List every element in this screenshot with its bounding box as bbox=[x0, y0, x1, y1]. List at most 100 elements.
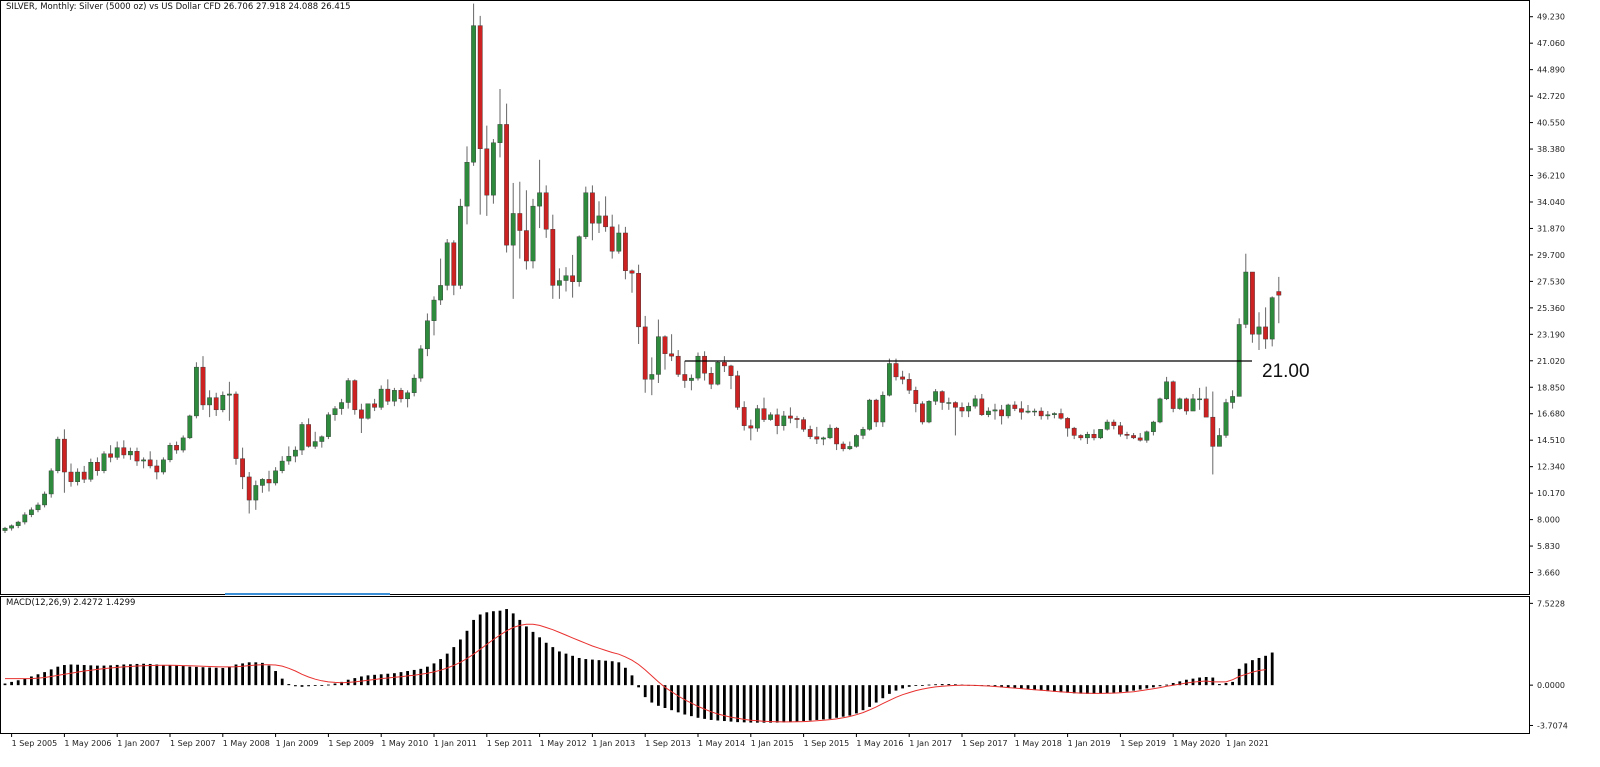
bear-candle[interactable] bbox=[147, 451, 153, 469]
bear-candle[interactable] bbox=[359, 403, 364, 433]
bull-candle[interactable] bbox=[42, 491, 48, 508]
bear-candle[interactable] bbox=[240, 447, 245, 490]
bear-candle[interactable] bbox=[913, 386, 919, 413]
bull-candle[interactable] bbox=[339, 398, 344, 415]
bull-candle[interactable] bbox=[22, 512, 28, 525]
bull-candle[interactable] bbox=[226, 381, 232, 421]
bear-candle[interactable] bbox=[1203, 386, 1209, 418]
bull-candle[interactable] bbox=[15, 520, 21, 529]
bull-candle[interactable] bbox=[821, 436, 826, 446]
bull-candle[interactable] bbox=[933, 389, 939, 405]
bear-candle[interactable] bbox=[477, 15, 483, 215]
bull-candle[interactable] bbox=[286, 446, 292, 465]
bull-candle[interactable] bbox=[781, 411, 787, 431]
bear-candle[interactable] bbox=[708, 367, 714, 390]
bear-candle[interactable] bbox=[1131, 432, 1137, 440]
bull-candle[interactable] bbox=[1005, 403, 1011, 419]
bull-candle[interactable] bbox=[88, 458, 94, 482]
bull-candle[interactable] bbox=[425, 313, 430, 357]
bull-candle[interactable] bbox=[966, 402, 972, 418]
bull-candle[interactable] bbox=[378, 385, 384, 410]
bear-candle[interactable] bbox=[94, 457, 100, 476]
bear-candle[interactable] bbox=[385, 379, 391, 405]
bear-candle[interactable] bbox=[451, 240, 457, 296]
bear-candle[interactable] bbox=[543, 185, 549, 238]
bull-candle[interactable] bbox=[160, 457, 166, 475]
bear-candle[interactable] bbox=[636, 264, 642, 344]
bear-candle[interactable] bbox=[1263, 307, 1269, 349]
bear-candle[interactable] bbox=[900, 370, 906, 385]
bull-candle[interactable] bbox=[29, 507, 34, 518]
bull-candle[interactable] bbox=[537, 159, 543, 229]
bull-candle[interactable] bbox=[127, 447, 133, 460]
bull-candle[interactable] bbox=[438, 258, 443, 305]
bull-candle[interactable] bbox=[220, 391, 226, 413]
bear-candle[interactable] bbox=[68, 463, 74, 487]
bull-candle[interactable] bbox=[557, 268, 562, 299]
bear-candle[interactable] bbox=[1117, 422, 1123, 437]
bull-candle[interactable] bbox=[649, 357, 655, 396]
bull-candle[interactable] bbox=[141, 457, 146, 469]
bear-candle[interactable] bbox=[741, 401, 747, 431]
bear-candle[interactable] bbox=[662, 335, 668, 370]
bull-candle[interactable] bbox=[926, 400, 932, 424]
bull-candle[interactable] bbox=[167, 442, 173, 463]
bull-candle[interactable] bbox=[1051, 412, 1057, 419]
bear-candle[interactable] bbox=[1012, 401, 1018, 412]
bear-candle[interactable] bbox=[233, 391, 239, 465]
bear-candle[interactable] bbox=[174, 441, 179, 454]
bear-candle[interactable] bbox=[953, 401, 958, 436]
bear-candle[interactable] bbox=[1276, 276, 1282, 324]
bear-candle[interactable] bbox=[154, 459, 160, 480]
bear-candle[interactable] bbox=[1019, 401, 1024, 420]
bull-candle[interactable] bbox=[431, 296, 437, 336]
bull-candle[interactable] bbox=[510, 182, 516, 299]
bull-candle[interactable] bbox=[464, 146, 470, 225]
bear-candle[interactable] bbox=[484, 125, 490, 216]
bull-candle[interactable] bbox=[114, 441, 120, 460]
bear-candle[interactable] bbox=[213, 392, 219, 416]
price-panel[interactable]: 49.230 47.060 44.890 42.720 40.550 38.380 36.2… bbox=[0, 0, 1566, 596]
bull-candle[interactable] bbox=[55, 436, 61, 474]
bull-candle[interactable] bbox=[411, 374, 417, 397]
bull-candle[interactable] bbox=[1025, 404, 1031, 414]
bear-candle[interactable] bbox=[1249, 271, 1255, 343]
bull-candle[interactable] bbox=[972, 395, 978, 409]
bull-candle[interactable] bbox=[992, 403, 998, 420]
bear-candle[interactable] bbox=[774, 408, 780, 435]
bull-candle[interactable] bbox=[1177, 397, 1183, 410]
bull-candle[interactable] bbox=[1256, 312, 1262, 351]
bear-candle[interactable] bbox=[1210, 391, 1216, 475]
bear-candle[interactable] bbox=[1038, 407, 1044, 420]
bear-candle[interactable] bbox=[352, 379, 358, 415]
bear-candle[interactable] bbox=[200, 356, 206, 410]
bull-candle[interactable] bbox=[458, 198, 463, 290]
bull-candle[interactable] bbox=[491, 139, 496, 204]
bull-candle[interactable] bbox=[1216, 428, 1222, 447]
bear-candle[interactable] bbox=[794, 415, 800, 429]
bull-candle[interactable] bbox=[418, 345, 424, 382]
bear-candle[interactable] bbox=[590, 185, 595, 241]
bear-candle[interactable] bbox=[722, 356, 727, 373]
bull-candle[interactable] bbox=[1236, 318, 1242, 397]
bull-candle[interactable] bbox=[1150, 420, 1156, 436]
bull-candle[interactable] bbox=[9, 524, 14, 531]
bear-candle[interactable] bbox=[834, 426, 840, 451]
bear-candle[interactable] bbox=[979, 393, 985, 416]
bull-candle[interactable] bbox=[345, 378, 351, 409]
bear-candle[interactable] bbox=[807, 425, 813, 440]
bear-candle[interactable] bbox=[1078, 434, 1084, 441]
bear-candle[interactable] bbox=[1058, 408, 1064, 420]
bull-candle[interactable] bbox=[193, 362, 199, 419]
bull-candle[interactable] bbox=[616, 224, 622, 254]
bull-candle[interactable] bbox=[326, 412, 331, 440]
bear-candle[interactable] bbox=[81, 465, 87, 484]
bear-candle[interactable] bbox=[504, 103, 509, 253]
bear-candle[interactable] bbox=[814, 426, 820, 444]
bear-candle[interactable] bbox=[372, 398, 377, 412]
bear-candle[interactable] bbox=[1111, 419, 1117, 430]
bull-candle[interactable] bbox=[1098, 429, 1104, 440]
bull-candle[interactable] bbox=[293, 446, 298, 463]
bull-candle[interactable] bbox=[35, 502, 41, 513]
bull-candle[interactable] bbox=[444, 239, 450, 291]
